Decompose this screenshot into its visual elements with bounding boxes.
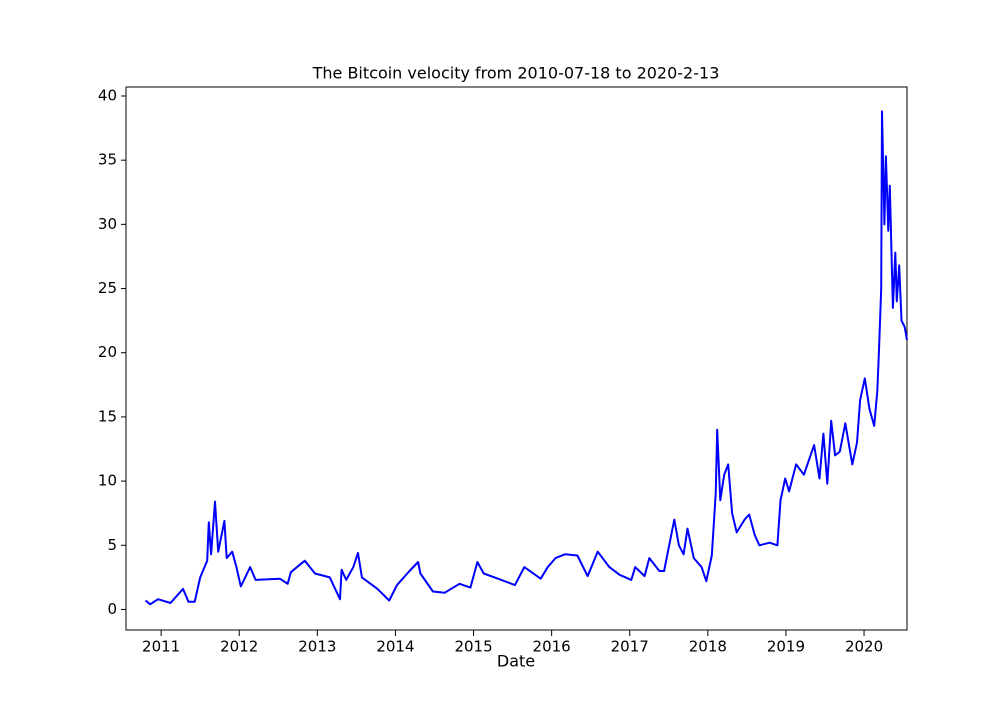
x-tick-label: 2020	[845, 638, 883, 656]
x-tick-label: 2013	[298, 638, 336, 656]
y-tick-label: 5	[107, 536, 117, 554]
x-tick-label: 2012	[220, 638, 258, 656]
y-tick-label: 10	[98, 472, 117, 490]
y-tick-label: 0	[107, 600, 117, 618]
x-tick-label: 2019	[767, 638, 805, 656]
x-tick-label: 2018	[689, 638, 727, 656]
y-tick-label: 25	[98, 279, 117, 297]
x-tick-label: 2011	[142, 638, 180, 656]
x-tick-label: 2014	[376, 638, 414, 656]
x-tick-label: 2017	[611, 638, 649, 656]
y-tick-label: 40	[98, 86, 117, 104]
data-line	[144, 110, 908, 606]
x-tick-label: 2015	[454, 638, 492, 656]
y-tick-label: 20	[98, 343, 117, 361]
x-tick-label: 2016	[533, 638, 571, 656]
chart-title: The Bitcoin velocity from 2010-07-18 to …	[312, 64, 720, 83]
plot-frame	[125, 86, 908, 631]
y-tick-label: 15	[98, 407, 117, 425]
y-tick-label: 30	[98, 215, 117, 233]
y-tick-label: 35	[98, 151, 117, 169]
x-axis-label: Date	[497, 652, 535, 671]
